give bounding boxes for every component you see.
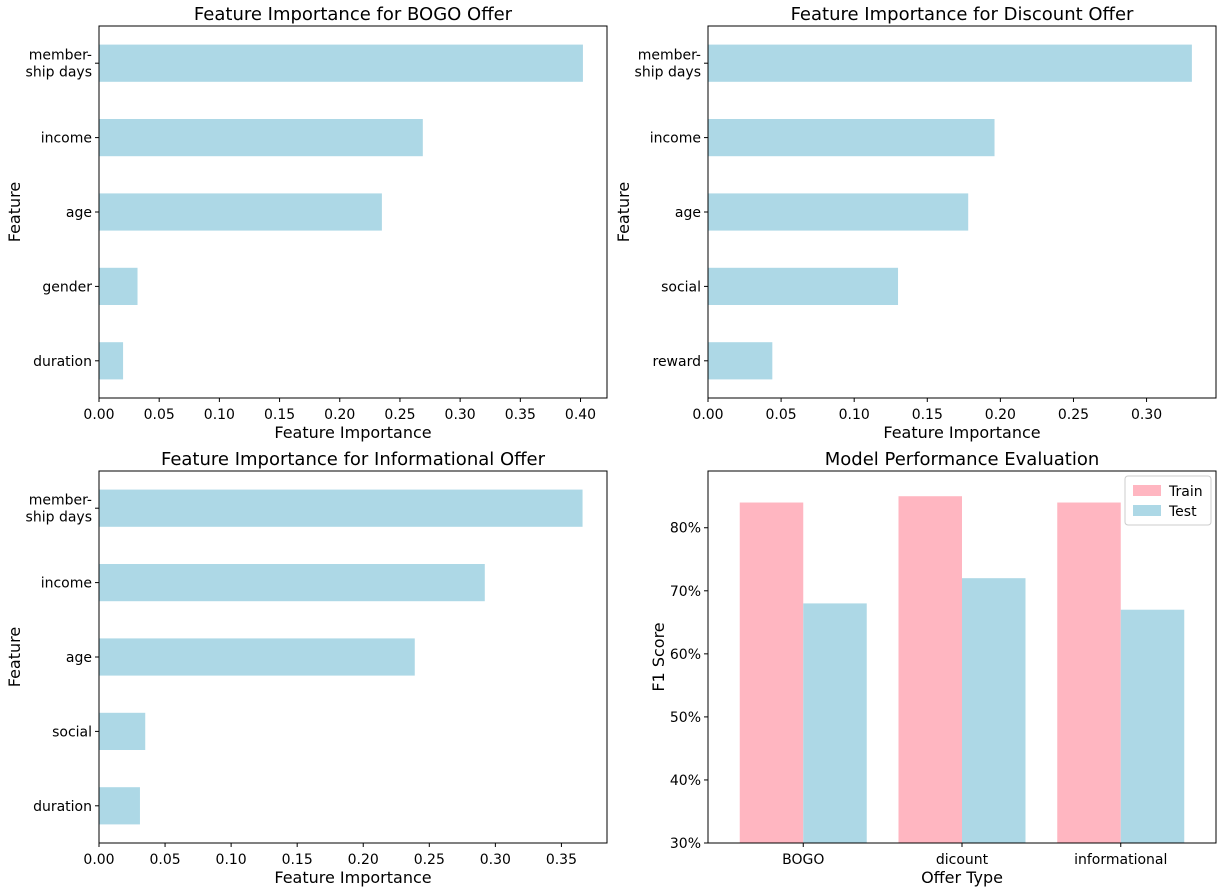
y-tick-label: income: [41, 131, 92, 147]
y-tick-label: income: [650, 131, 701, 147]
y-tick-label: ship days: [635, 65, 701, 81]
legend-swatch-train: [1133, 485, 1161, 496]
plot-frame: [98, 25, 608, 399]
y-axis-label: Feature: [614, 182, 633, 242]
bar: [99, 712, 146, 750]
x-tick-label: 0.05: [149, 852, 180, 868]
x-tick-label: 0.00: [692, 407, 723, 423]
x-tick-label: dicount: [936, 852, 989, 868]
bar-train: [898, 496, 962, 843]
x-tick-label: informational: [1074, 852, 1167, 868]
y-tick-label: income: [41, 576, 92, 592]
x-tick-label: 0.10: [839, 407, 870, 423]
chart-title: Feature Importance for BOGO Offer: [194, 4, 513, 25]
x-tick-label: 0.20: [348, 852, 379, 868]
bar: [99, 342, 124, 380]
y-tick-label: 60%: [670, 647, 701, 663]
legend: Train Test: [1124, 475, 1212, 526]
bar: [99, 489, 583, 527]
y-tick-label: 30%: [670, 836, 701, 852]
y-tick-label: member-: [638, 48, 701, 64]
bar: [708, 193, 969, 231]
bar-test: [962, 578, 1026, 843]
chart-panel-1: member-ship days income age social reward 0.0…: [614, 4, 1217, 442]
x-axis-label: Feature Importance: [274, 423, 431, 442]
bar: [708, 342, 773, 380]
chart-panel-0: member-ship days income age gender duration 0…: [5, 4, 608, 442]
y-tick-label: 40%: [670, 773, 701, 789]
x-tick-label: 0.15: [912, 407, 943, 423]
bar: [99, 267, 138, 305]
x-axis-label: Feature Importance: [274, 868, 431, 887]
y-tick-label: ship days: [26, 65, 92, 81]
x-tick-label: 0.00: [83, 407, 114, 423]
x-tick-label: 0.15: [282, 852, 313, 868]
y-axis-label: F1 Score: [649, 622, 668, 691]
y-tick-label: member-: [29, 493, 92, 509]
y-tick-label: 70%: [670, 584, 701, 600]
y-tick-label: 80%: [670, 521, 701, 537]
x-tick-label: 0.05: [766, 407, 797, 423]
x-tick-label: 0.00: [83, 852, 114, 868]
bar-test: [1120, 609, 1185, 843]
y-tick-label: ship days: [26, 510, 92, 526]
bar: [99, 787, 140, 825]
chart-title: Model Performance Evaluation: [825, 449, 1100, 470]
y-tick-label: age: [66, 650, 92, 666]
y-axis-label: Feature: [5, 627, 24, 687]
bar-test: [803, 603, 867, 843]
chart-panel-2: member-ship days income age social duration 0…: [5, 449, 608, 887]
x-axis-label: Offer Type: [921, 868, 1003, 887]
bar: [99, 564, 485, 602]
bar: [99, 44, 583, 82]
chart-title: Feature Importance for Informational Off…: [161, 449, 546, 470]
y-tick-label: reward: [653, 354, 702, 370]
y-tick-label: age: [66, 205, 92, 221]
x-tick-label: 0.35: [505, 407, 536, 423]
y-tick-label: social: [661, 279, 701, 295]
bar: [708, 44, 1192, 82]
legend-label: Train: [1168, 484, 1203, 500]
x-tick-label: 0.20: [985, 407, 1016, 423]
y-tick-label: age: [675, 205, 701, 221]
plot-frame: [707, 25, 1217, 399]
y-tick-label: social: [52, 724, 92, 740]
x-tick-label: 0.25: [384, 407, 415, 423]
x-tick-label: 0.40: [565, 407, 596, 423]
x-tick-label: 0.25: [414, 852, 445, 868]
legend-swatch-test: [1133, 505, 1161, 516]
x-tick-label: 0.35: [546, 852, 577, 868]
chart-title: Feature Importance for Discount Offer: [791, 4, 1134, 25]
x-tick-label: 0.30: [445, 407, 476, 423]
y-tick-label: 50%: [670, 710, 701, 726]
x-tick-label: 0.30: [480, 852, 511, 868]
bar: [99, 638, 415, 676]
chart-panel-3: BOGO dicount informational 30% 40% 50% 60% 70% 8…: [649, 449, 1217, 887]
y-tick-label: member-: [29, 48, 92, 64]
x-tick-label: 0.10: [204, 407, 235, 423]
plot-frame: [707, 470, 1217, 844]
x-tick-label: BOGO: [782, 852, 824, 868]
x-axis-label: Feature Importance: [883, 423, 1040, 442]
bar-train: [739, 502, 804, 843]
bar: [708, 267, 899, 305]
y-tick-label: duration: [33, 354, 92, 370]
legend-label: Test: [1168, 504, 1197, 520]
bar: [99, 119, 423, 157]
x-tick-label: 0.20: [324, 407, 355, 423]
bar: [708, 119, 995, 157]
x-tick-label: 0.15: [264, 407, 295, 423]
y-axis-label: Feature: [5, 182, 24, 242]
y-tick-label: gender: [42, 279, 92, 295]
bar: [99, 193, 382, 231]
bar-train: [1057, 502, 1121, 843]
x-tick-label: 0.10: [216, 852, 247, 868]
x-tick-label: 0.25: [1058, 407, 1089, 423]
x-tick-label: 0.05: [144, 407, 175, 423]
x-tick-label: 0.30: [1131, 407, 1162, 423]
plot-frame: [98, 470, 608, 844]
y-tick-label: duration: [33, 799, 92, 815]
